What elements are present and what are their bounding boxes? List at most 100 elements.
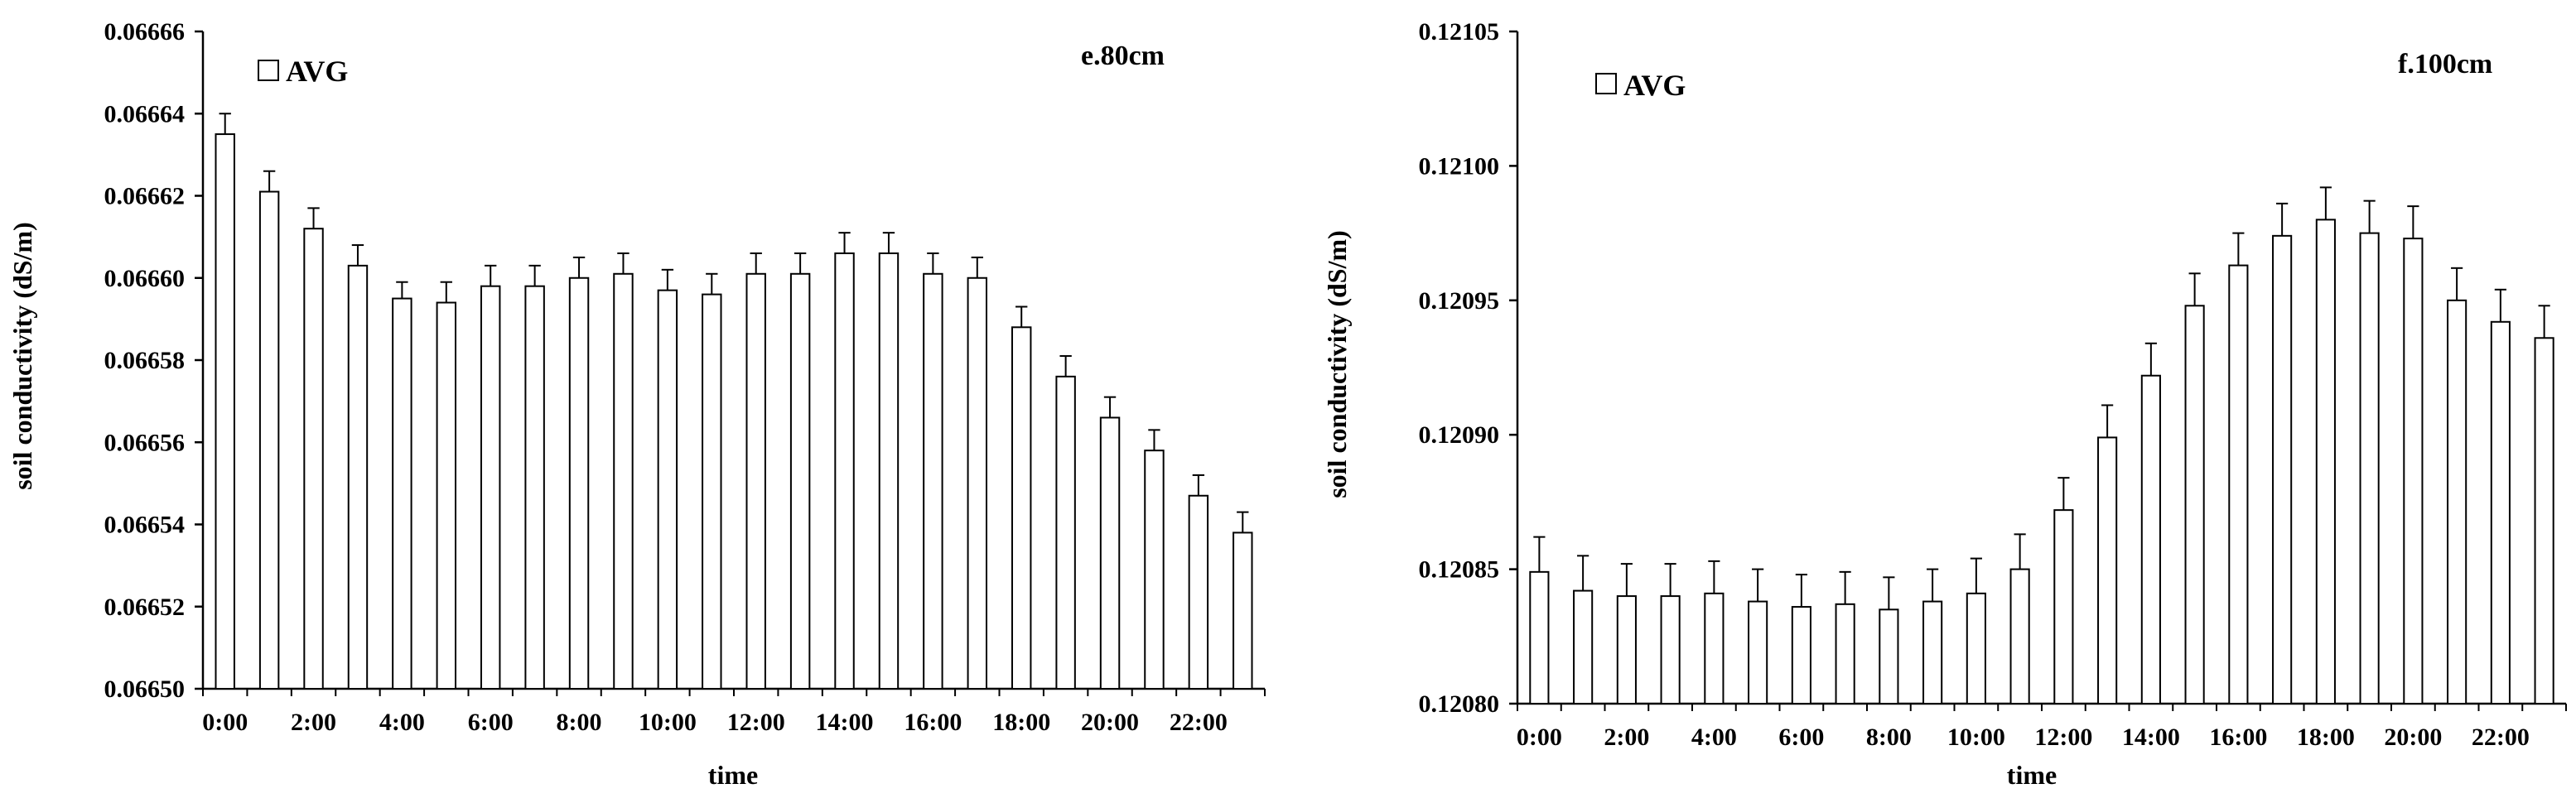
y-axis-title: soil conductivity (dS/m) — [7, 222, 37, 490]
y-tick-label: 0.12090 — [1419, 421, 1500, 449]
bar — [1791, 606, 1811, 705]
x-tick-label: 18:00 — [992, 709, 1050, 736]
x-tick-label: 0:00 — [202, 709, 248, 736]
bar — [878, 252, 900, 690]
bar — [1748, 600, 1768, 704]
x-tick-label: 6:00 — [1778, 724, 1824, 751]
panel-label: f.100cm — [2398, 49, 2492, 79]
x-tick-label: 10:00 — [1947, 724, 2005, 751]
x-tick-label: 16:00 — [904, 709, 962, 736]
bar — [2053, 509, 2074, 704]
x-axis-title: time — [708, 760, 758, 790]
bar — [2140, 374, 2161, 704]
bar — [303, 228, 324, 690]
x-tick-label: 20:00 — [2384, 724, 2442, 751]
y-tick-label: 0.06662 — [104, 183, 186, 210]
y-tick-label: 0.12100 — [1419, 152, 1500, 180]
x-tick-label: 8:00 — [1866, 724, 1912, 751]
bar — [2359, 232, 2380, 705]
bar — [967, 276, 988, 690]
bar — [1966, 592, 1986, 704]
bar — [215, 133, 235, 690]
x-tick-label: 4:00 — [379, 709, 425, 736]
x-tick-label: 12:00 — [2034, 724, 2092, 751]
y-tick-label: 0.06652 — [104, 594, 186, 621]
bar — [657, 289, 678, 690]
y-tick-label: 0.06654 — [104, 512, 186, 539]
bar — [702, 293, 722, 690]
bar — [1616, 595, 1637, 705]
y-tick-label: 0.06656 — [104, 429, 186, 456]
y-tick-label: 0.06664 — [104, 100, 186, 127]
bar — [2009, 568, 2030, 704]
y-axis-title: soil conductivity (dS/m) — [1322, 230, 1352, 498]
bar — [1573, 589, 1594, 704]
x-tick-label: 22:00 — [2472, 724, 2530, 751]
bar — [2272, 234, 2293, 704]
x-tick-label: 16:00 — [2209, 724, 2267, 751]
bar — [1055, 375, 1076, 690]
x-tick-label: 20:00 — [1081, 709, 1139, 736]
panel-label: e.80cm — [1081, 41, 1165, 71]
bar — [568, 276, 590, 690]
x-tick-label: 12:00 — [727, 709, 785, 736]
x-tick-label: 0:00 — [1517, 724, 1562, 751]
y-tick-label: 0.06658 — [104, 347, 186, 374]
bar — [923, 272, 943, 690]
bar — [2184, 305, 2205, 704]
bar — [2534, 337, 2554, 704]
bar — [480, 285, 501, 690]
bar — [2490, 320, 2511, 704]
bar — [745, 272, 766, 690]
y-tick-label: 0.12080 — [1419, 690, 1500, 718]
bar — [789, 272, 811, 690]
bar — [2097, 436, 2118, 704]
bar — [1099, 416, 1121, 690]
x-tick-label: 2:00 — [1604, 724, 1649, 751]
bar — [1529, 570, 1550, 705]
x-tick-label: 14:00 — [816, 709, 874, 736]
x-tick-label: 8:00 — [557, 709, 602, 736]
x-tick-label: 10:00 — [639, 709, 697, 736]
bar — [258, 190, 280, 690]
bar — [2228, 264, 2249, 704]
y-tick-label: 0.12105 — [1419, 18, 1500, 46]
x-tick-label: 22:00 — [1170, 709, 1228, 736]
y-tick-label: 0.06660 — [104, 265, 186, 292]
x-tick-label: 18:00 — [2297, 724, 2355, 751]
bar — [2315, 219, 2336, 704]
y-tick-label: 0.12085 — [1419, 556, 1500, 584]
y-tick-label: 0.12095 — [1419, 287, 1500, 315]
chart-panel: 0.06650 0.06652 0.06654 0.06656 0.06658 0.066… — [104, 18, 1266, 736]
y-tick-label: 0.06666 — [104, 18, 186, 46]
legend-swatch — [1595, 73, 1617, 94]
bar — [2447, 299, 2467, 704]
bar — [1879, 608, 1899, 705]
bar — [1660, 595, 1681, 705]
bar — [392, 297, 412, 690]
bar — [1922, 600, 1943, 704]
bar — [524, 285, 545, 690]
bar — [1011, 326, 1032, 690]
x-tick-label: 2:00 — [291, 709, 336, 736]
chart-panel: 0.12080 0.12085 0.12090 0.12095 0.12100 0.121… — [1419, 18, 2567, 751]
x-tick-label: 4:00 — [1691, 724, 1737, 751]
bar — [1233, 531, 1253, 690]
bar — [436, 301, 457, 690]
bar — [1188, 494, 1209, 690]
x-tick-label: 6:00 — [468, 709, 514, 736]
legend-swatch — [258, 60, 279, 81]
y-tick-label: 0.06650 — [104, 676, 186, 703]
bar — [1704, 592, 1725, 704]
legend-label: AVG — [1623, 69, 1686, 102]
bar — [2403, 238, 2424, 704]
bar — [1144, 450, 1165, 690]
bar — [613, 272, 634, 690]
x-axis-title: time — [2007, 760, 2057, 790]
x-tick-label: 14:00 — [2122, 724, 2180, 751]
bar — [347, 264, 369, 690]
legend-label: AVG — [286, 55, 348, 88]
bar — [1835, 603, 1855, 704]
